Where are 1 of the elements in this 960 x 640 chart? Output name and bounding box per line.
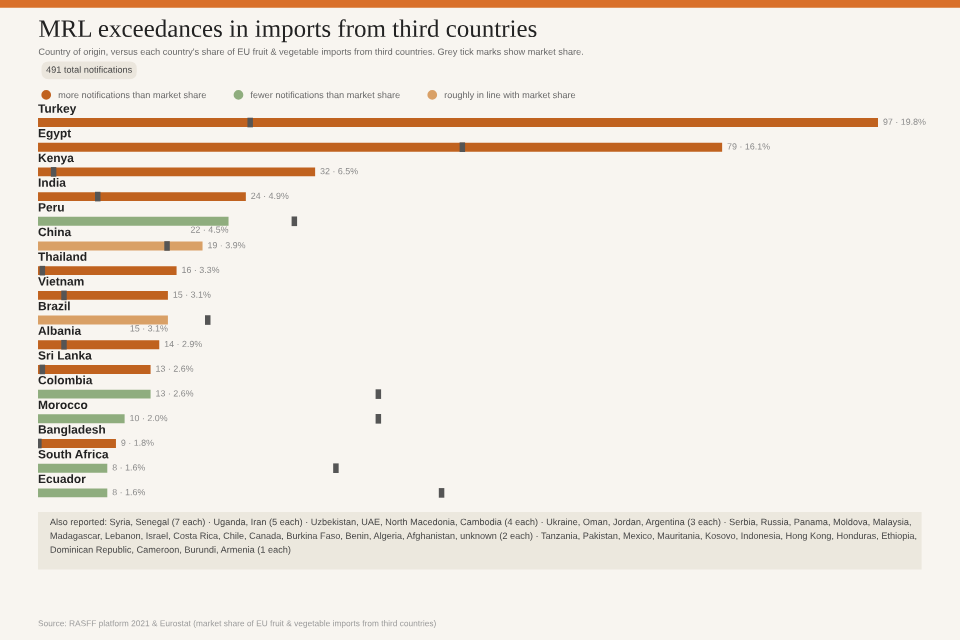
chart-title: MRL exceedances in imports from third countries bbox=[39, 19, 537, 43]
